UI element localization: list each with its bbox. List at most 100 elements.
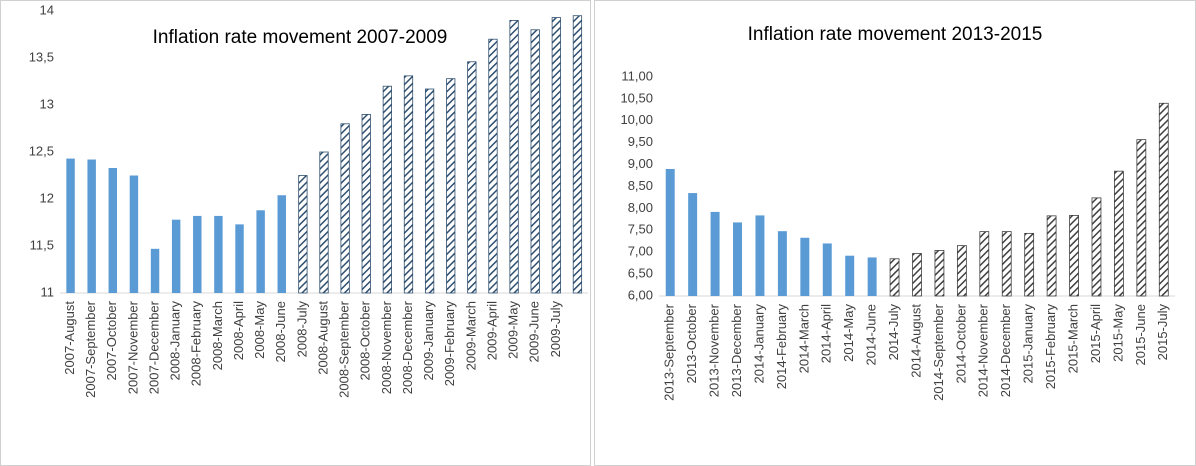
x-tick-label: 2008-April bbox=[231, 301, 246, 360]
y-tick-label: 8,50 bbox=[628, 178, 653, 193]
bar bbox=[1114, 170, 1124, 297]
bar bbox=[800, 237, 810, 296]
bar bbox=[108, 167, 118, 293]
bar bbox=[530, 29, 540, 294]
bar bbox=[1024, 232, 1035, 297]
x-tick-label: 2008-September bbox=[337, 300, 352, 398]
x-tick-label: 2009-February bbox=[442, 301, 457, 387]
bar bbox=[509, 19, 519, 294]
x-tick-label: 2014-December bbox=[998, 303, 1013, 397]
bar bbox=[150, 248, 160, 293]
bar bbox=[87, 159, 96, 293]
bar bbox=[889, 258, 900, 297]
x-tick-label: 2009-January bbox=[421, 301, 436, 381]
y-tick-label: 11,00 bbox=[621, 68, 653, 83]
bar bbox=[129, 175, 139, 293]
x-tick-label: 2014-July bbox=[886, 304, 901, 361]
x-tick-label: 2008-December bbox=[400, 300, 415, 394]
bar bbox=[1069, 215, 1079, 297]
bar bbox=[710, 211, 720, 296]
bar bbox=[551, 17, 561, 294]
x-tick-label: 2008-June bbox=[273, 301, 288, 362]
y-tick-label: 11,5 bbox=[30, 237, 54, 252]
x-tick-label: 2015-May bbox=[1110, 304, 1125, 362]
bar bbox=[298, 175, 308, 294]
x-tick-label: 2008-February bbox=[189, 301, 204, 387]
x-tick-label: 2014-August bbox=[908, 304, 923, 378]
bar bbox=[733, 222, 743, 296]
bar bbox=[446, 78, 456, 294]
x-tick-label: 2014-February bbox=[774, 304, 789, 390]
y-tick-label: 14 bbox=[40, 2, 54, 17]
x-tick-label: 2015-March bbox=[1065, 304, 1080, 373]
x-tick-label: 2015-February bbox=[1043, 304, 1058, 390]
x-tick-label: 2009-March bbox=[463, 301, 478, 370]
x-tick-label: 2014-September bbox=[931, 303, 946, 401]
y-tick-label: 11 bbox=[41, 284, 55, 299]
x-tick-label: 2014-January bbox=[751, 304, 766, 384]
x-tick-label: 2008-November bbox=[379, 300, 394, 394]
x-tick-label: 2014-March bbox=[796, 304, 811, 373]
bar bbox=[361, 114, 371, 294]
x-tick-label: 2009-June bbox=[527, 301, 542, 362]
bar bbox=[688, 193, 698, 296]
chart-title: Inflation rate movement 2007-2009 bbox=[153, 27, 448, 48]
x-tick-label: 2008-May bbox=[252, 301, 267, 359]
x-tick-label: 2007-September bbox=[83, 300, 98, 398]
x-tick-label: 2008-August bbox=[315, 301, 330, 375]
bar bbox=[822, 243, 832, 296]
bar bbox=[755, 215, 765, 296]
x-tick-label: 2008-July bbox=[294, 301, 309, 358]
x-tick-label: 2008-January bbox=[168, 301, 183, 381]
bar bbox=[171, 219, 181, 293]
bar bbox=[467, 61, 477, 294]
bar bbox=[956, 245, 967, 297]
bar bbox=[1001, 231, 1012, 297]
bar bbox=[403, 75, 414, 294]
x-tick-label: 2009-April bbox=[484, 301, 499, 360]
y-tick-label: 12 bbox=[40, 190, 54, 205]
bar bbox=[256, 210, 265, 293]
bar bbox=[867, 257, 877, 296]
x-tick-label: 2015-June bbox=[1133, 304, 1148, 365]
bar bbox=[1091, 197, 1102, 297]
y-tick-label: 6,50 bbox=[628, 266, 653, 281]
bar bbox=[66, 158, 75, 293]
bar bbox=[277, 195, 286, 293]
x-tick-label: 2007-October bbox=[104, 300, 119, 380]
x-tick-label: 2008-March bbox=[210, 301, 225, 370]
x-tick-label: 2015-April bbox=[1088, 304, 1103, 363]
x-tick-label: 2009-July bbox=[548, 301, 563, 358]
x-tick-label: 2015-July bbox=[1155, 304, 1170, 361]
bar bbox=[340, 123, 350, 294]
y-tick-label: 9,50 bbox=[628, 134, 653, 149]
bar bbox=[235, 224, 244, 293]
y-tick-label: 13,5 bbox=[29, 49, 54, 64]
bar bbox=[193, 215, 202, 293]
bar bbox=[572, 15, 583, 294]
bar bbox=[1136, 139, 1147, 297]
x-tick-label: 2007-August bbox=[62, 301, 77, 375]
bar bbox=[424, 88, 435, 294]
bar bbox=[214, 215, 223, 293]
y-tick-label: 8,00 bbox=[628, 200, 653, 215]
x-tick-label: 2013-November bbox=[707, 303, 722, 397]
y-tick-label: 7,00 bbox=[628, 244, 653, 259]
panel-border bbox=[594, 0, 1196, 466]
bar bbox=[1158, 102, 1169, 297]
x-tick-label: 2014-October bbox=[953, 303, 968, 383]
x-tick-label: 2013-October bbox=[684, 303, 699, 383]
bar bbox=[979, 231, 990, 297]
x-tick-label: 2014-June bbox=[864, 304, 879, 365]
y-tick-label: 10,00 bbox=[620, 112, 653, 127]
x-tick-label: 2013-September bbox=[662, 303, 677, 401]
bar bbox=[665, 168, 675, 296]
bar bbox=[382, 85, 392, 294]
chart-title: Inflation rate movement 2013-2015 bbox=[748, 24, 1043, 45]
bar bbox=[934, 250, 945, 297]
bar bbox=[1046, 215, 1057, 297]
bar bbox=[488, 38, 498, 294]
y-tick-label: 7,50 bbox=[628, 222, 653, 237]
